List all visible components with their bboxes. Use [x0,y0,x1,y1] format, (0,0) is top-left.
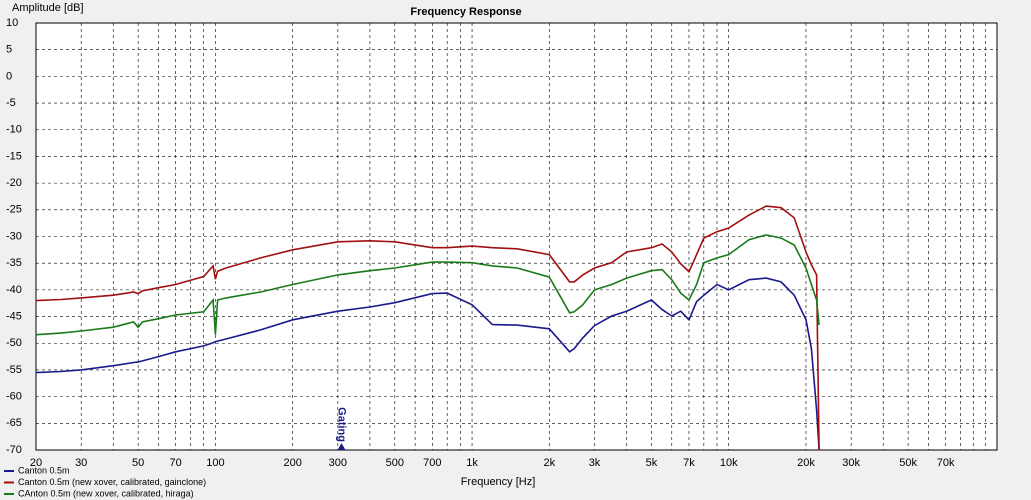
series-line [35,205,820,451]
x-tick-label: 500 [386,457,404,469]
y-tick-label: -70 [6,444,22,456]
x-tick-label: 20k [797,457,815,469]
y-tick-label: -30 [6,230,22,242]
y-tick-label: -50 [6,337,22,349]
y-tick-label: 0 [6,70,12,82]
y-tick-label: -25 [6,204,22,216]
x-tick-label: 20 [30,457,42,469]
y-tick-label: -5 [6,97,16,109]
x-tick-label: 700 [423,457,441,469]
y-tick-label: -10 [6,124,22,136]
series-line [35,234,820,336]
y-tick-label: -45 [6,310,22,322]
x-tick-label: 50k [899,457,917,469]
legend-label: Canton 0.5m [18,465,70,475]
y-tick-label: -60 [6,391,22,403]
chart-title: Frequency Response [410,6,521,18]
x-tick-label: 70k [937,457,955,469]
y-tick-label: 5 [6,44,12,56]
y-axis-label: Amplitude [dB] [12,2,84,14]
y-tick-label: -55 [6,364,22,376]
x-tick-label: 7k [683,457,695,469]
x-tick-label: 10k [720,457,738,469]
x-tick-label: 5k [646,457,658,469]
legend-label: Canton 0.5m (new xover, calibrated, gain… [18,477,206,487]
x-tick-label: 50 [132,457,144,469]
y-tick-label: -35 [6,257,22,269]
x-axis-label: Frequency [Hz] [461,476,536,488]
x-tick-label: 70 [170,457,182,469]
x-tick-label: 300 [329,457,347,469]
y-tick-label: -20 [6,177,22,189]
x-tick-label: 3k [589,457,601,469]
annotation-marker [337,443,346,450]
x-tick-label: 30 [75,457,87,469]
y-tick-label: -65 [6,417,22,429]
y-tick-label: -15 [6,150,22,162]
x-tick-label: 100 [206,457,224,469]
y-tick-label: 10 [6,17,18,29]
x-tick-label: 2k [544,457,556,469]
y-tick-label: -40 [6,284,22,296]
x-tick-label: 1k [466,457,478,469]
series-line [35,277,820,451]
x-tick-label: 200 [283,457,301,469]
x-tick-label: 30k [842,457,860,469]
legend-label: CAnton 0.5m (new xover, calibrated, hira… [18,488,194,498]
annotation-label: Gating [336,407,348,442]
